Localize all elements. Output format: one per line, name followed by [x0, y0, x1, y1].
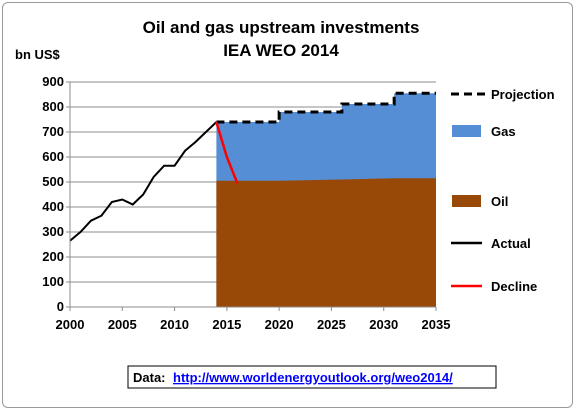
- line-series: [69, 91, 436, 242]
- y-tick-label-500: 500: [42, 174, 64, 189]
- axes: [66, 81, 437, 311]
- y-axis-unit-label: bn US$: [15, 47, 61, 62]
- y-tick-label-800: 800: [42, 99, 64, 114]
- source-link[interactable]: http://www.worldenergyoutlook.org/weo201…: [173, 370, 453, 385]
- legend-swatch-gas: [452, 125, 481, 137]
- legend-label-actual: Actual: [491, 236, 531, 251]
- source-box-frame: [127, 365, 497, 389]
- legend-label-decline: Decline: [491, 279, 537, 294]
- x-tick-label-2035: 2035: [422, 317, 451, 332]
- y-tick-label-0: 0: [57, 299, 64, 314]
- x-tick-label-2005: 2005: [108, 317, 137, 332]
- y-tick-label-100: 100: [42, 274, 64, 289]
- legend: Projection Gas Oil Actual Decline: [451, 87, 555, 294]
- x-tick-label-2025: 2025: [317, 317, 346, 332]
- area-oil: [216, 178, 436, 307]
- y-tick-label-400: 400: [42, 199, 64, 214]
- chart-subtitle: IEA WEO 2014: [223, 41, 339, 60]
- line-decline: [215, 121, 239, 184]
- x-tick-label-2000: 2000: [56, 317, 85, 332]
- y-tick-label-300: 300: [42, 224, 64, 239]
- area-series: [216, 93, 436, 307]
- legend-label-gas: Gas: [491, 124, 516, 139]
- legend-label-oil: Oil: [491, 194, 508, 209]
- legend-swatch-oil: [452, 195, 481, 207]
- x-tick-label-2020: 2020: [265, 317, 294, 332]
- chart-title: Oil and gas upstream investments: [143, 18, 420, 37]
- y-tick-label-700: 700: [42, 124, 64, 139]
- y-tick-label-600: 600: [42, 149, 64, 164]
- legend-label-projection: Projection: [491, 87, 555, 102]
- source-box: Data: http://www.worldenergyoutlook.org/…: [127, 365, 497, 389]
- x-tick-label-2030: 2030: [369, 317, 398, 332]
- source-label: Data:: [133, 370, 166, 385]
- line-actual: [69, 121, 218, 242]
- tick-labels: 0 100 200 300 400 500 600 700 800 900 2000 2005 2010…: [42, 74, 450, 332]
- y-tick-label-200: 200: [42, 249, 64, 264]
- y-tick-label-900: 900: [42, 74, 64, 89]
- x-tick-label-2015: 2015: [212, 317, 241, 332]
- x-tick-label-2010: 2010: [160, 317, 189, 332]
